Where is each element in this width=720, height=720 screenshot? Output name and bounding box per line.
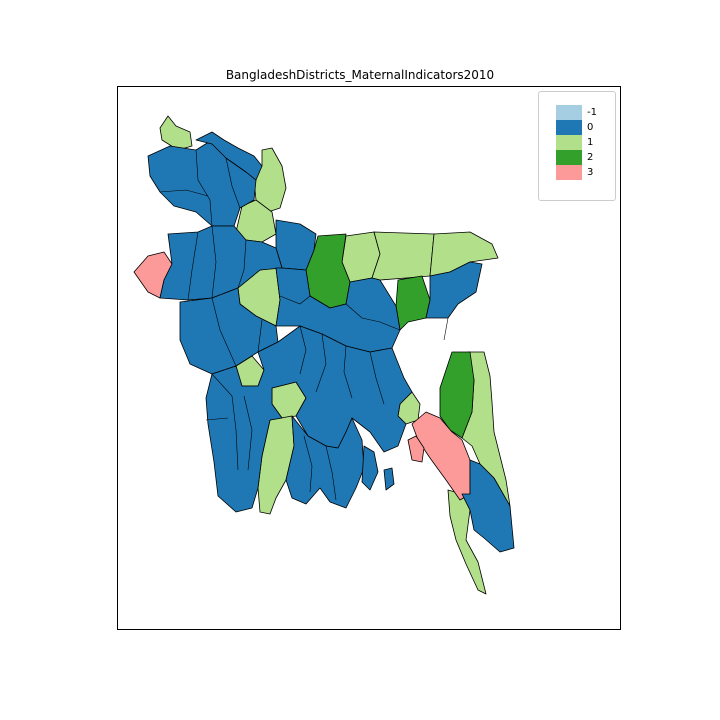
district-habiganj[interactable] [395,275,431,331]
district-bhola-island[interactable] [361,445,379,491]
legend-label: 3 [587,167,594,178]
map-title: BangladeshDistricts_MaternalIndicators20… [225,68,495,82]
legend-swatch [556,135,582,150]
district-sylhet-mid[interactable] [371,231,435,281]
district-tangail-dhaka[interactable] [275,267,401,353]
legend-swatch [556,120,582,135]
district-lalmonirhat[interactable] [195,131,263,181]
district-barisal-coast[interactable] [285,415,365,509]
legend-label: 0 [587,122,594,133]
legend-label: 2 [587,152,594,163]
district-coast-island-a[interactable] [383,467,395,491]
district-far-north[interactable] [159,115,193,151]
legend-label: -1 [587,107,597,118]
district-panchagarh[interactable] [147,139,257,227]
legend-swatch [556,105,582,120]
map-frame [117,86,621,630]
district-sylhet-core[interactable] [425,261,483,319]
legend-swatch [556,165,582,180]
district-borders [159,149,449,501]
legend: -1 0 1 2 3 [538,91,616,201]
district-bandarban[interactable] [461,459,515,553]
legend-swatch [556,150,582,165]
legend-label: 1 [587,137,594,148]
district-island[interactable] [407,435,425,463]
district-khagrachari[interactable] [439,351,475,439]
